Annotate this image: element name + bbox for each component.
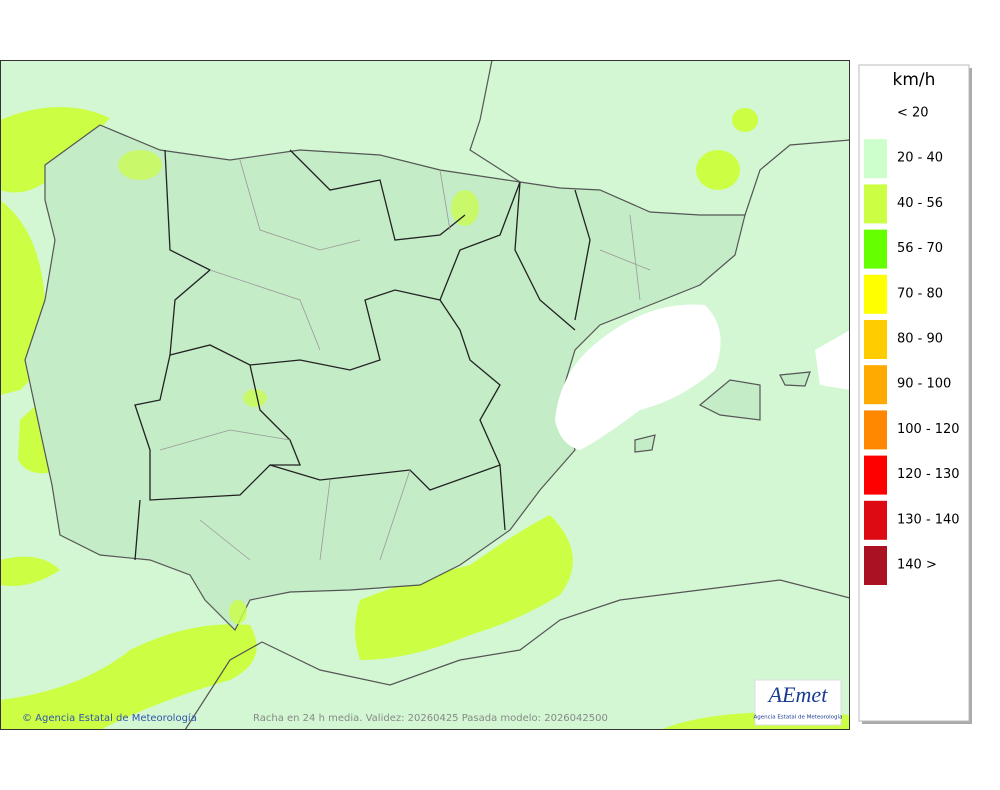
credit: © Agencia Estatal de Meteorología [22, 712, 197, 724]
legend-label: 90 - 100 [897, 377, 951, 392]
legend-swatch [864, 184, 887, 224]
legend: km/h < 20 20 - 40 40 - 56 56 - 70 70 - 80 80 … [858, 64, 972, 724]
logo-subtitle: Agencia Estatal de Meteorología [754, 714, 843, 721]
legend-swatch [864, 139, 887, 179]
legend-swatch [864, 274, 887, 314]
map-frame [0, 60, 850, 730]
legend-swatch [864, 229, 887, 269]
coastline [184, 60, 850, 730]
calm-area [555, 304, 721, 450]
gust-patch [696, 150, 740, 190]
legend-label: 56 - 70 [897, 241, 943, 256]
legend-swatch [864, 546, 887, 585]
gust-patch [243, 389, 267, 407]
legend-label: 140 > [897, 558, 937, 573]
legend-label: 130 - 140 [897, 512, 960, 527]
map [0, 60, 850, 730]
legend-unit: km/h [893, 70, 936, 90]
gust-patch [355, 515, 573, 660]
province-borders [159, 159, 651, 561]
peninsula [24, 124, 746, 632]
legend-label: 120 - 130 [897, 467, 960, 482]
calm-area [815, 330, 850, 390]
legend-swatch [864, 500, 887, 540]
gust-patch [732, 108, 758, 132]
logo-box [754, 679, 842, 726]
legend-swatch [864, 410, 887, 450]
gust-patch [0, 556, 60, 586]
gust-patch [229, 600, 247, 624]
legend-label: 70 - 80 [897, 286, 943, 301]
logo: AEmet Agencia Estatal de Meteorología [754, 679, 843, 726]
legend-label: 40 - 56 [897, 196, 943, 211]
gust-patch [0, 624, 257, 730]
legend-label: 20 - 40 [897, 151, 943, 166]
legend-swatch [864, 455, 887, 495]
legend-label: < 20 [897, 106, 929, 121]
legend-swatch [864, 365, 887, 405]
caption: Racha en 24 h media. Validez: 20260425 P… [253, 713, 608, 724]
legend-swatch [864, 320, 887, 359]
legend-label: 80 - 90 [897, 332, 943, 347]
legend-label: 100 - 120 [897, 422, 960, 437]
gust-patch [118, 150, 162, 180]
gust-patch [451, 190, 479, 226]
region-borders [134, 149, 591, 561]
gust-patch [0, 106, 110, 193]
logo-name: AEmet [767, 682, 829, 707]
